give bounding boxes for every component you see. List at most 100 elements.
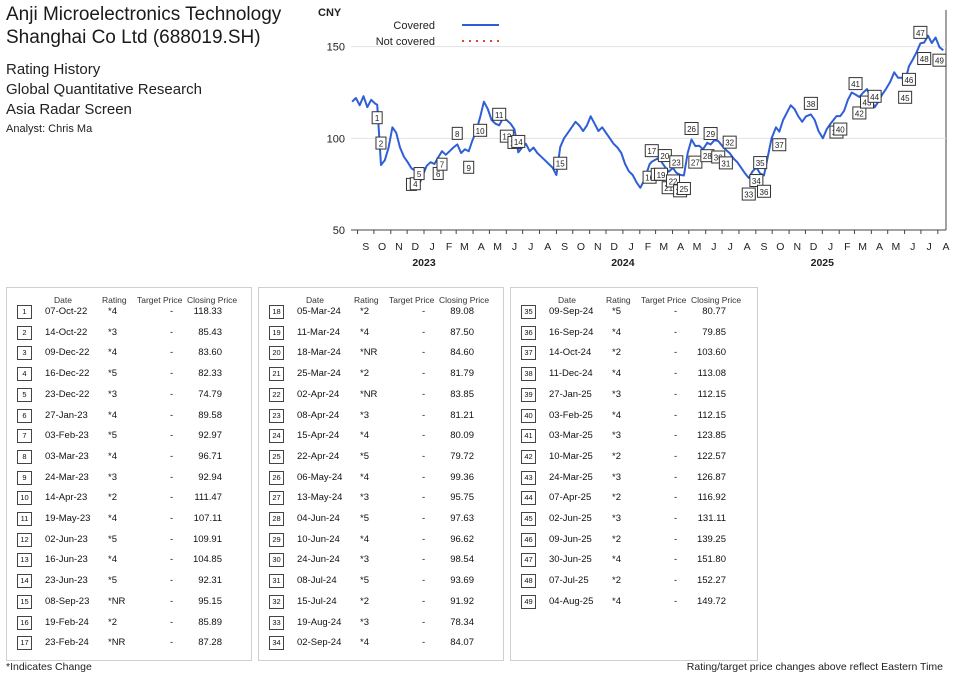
cell-rating: *2	[360, 306, 369, 317]
rating-marker-label: 47	[916, 29, 925, 38]
row-number-badge: 18	[269, 305, 284, 319]
cell-date: 10-Jun-24	[297, 533, 340, 545]
table-row: 31 08-Jul-24 *5 - 93.69	[259, 570, 503, 590]
cell-rating: *NR	[360, 347, 378, 359]
rating-marker-label: 21	[664, 184, 673, 193]
cell-target: -	[170, 368, 174, 380]
rating-marker-label: 6	[436, 170, 441, 179]
cell-rating: *5	[360, 513, 369, 524]
cell-rating: *4	[108, 306, 117, 317]
cell-close: 111.47	[194, 492, 222, 504]
month-label: S	[561, 241, 568, 253]
month-label: F	[645, 241, 651, 253]
table-row: 30 24-Jun-24 *3 - 98.54	[259, 549, 503, 569]
rating-marker-label: 15	[556, 160, 565, 169]
cell-date: 13-May-24	[297, 492, 343, 504]
table-row: 25 22-Apr-24 *5 - 79.72	[259, 446, 503, 466]
cell-close: 151.80	[696, 554, 726, 566]
cell-rating: *4	[108, 450, 117, 462]
table-row: 13 16-Jun-23 *4 - 104.85	[7, 549, 251, 569]
month-label: J	[512, 241, 517, 253]
month-label: M	[493, 241, 502, 253]
rating-marker-label: 8	[455, 130, 460, 139]
cell-date: 25-Mar-24	[297, 368, 341, 380]
cell-date: 08-Apr-24	[297, 409, 340, 421]
cell-rating: *4	[612, 368, 621, 380]
cell-date: 22-Apr-24	[297, 450, 340, 462]
table-header-target: Target Price	[389, 295, 435, 305]
table-row: 14 23-Jun-23 *5 - 92.31	[7, 570, 251, 590]
month-label: J	[711, 241, 716, 253]
cell-close: 152.27	[696, 575, 726, 587]
table-row: 46 09-Jun-25 *2 - 139.25	[511, 529, 757, 549]
cell-rating: *4	[108, 554, 117, 566]
table-row: 12 02-Jun-23 *5 - 109.91	[7, 529, 251, 549]
month-label: A	[544, 241, 551, 253]
table-row: 17 23-Feb-24 *NR - 87.28	[7, 632, 251, 652]
month-label: J	[728, 241, 733, 253]
table-row: 11 19-May-23 *4 - 107.11	[7, 508, 251, 528]
rating-marker-label: 36	[760, 188, 769, 197]
row-number-badge: 20	[269, 346, 284, 361]
cell-rating: *NR	[108, 595, 126, 607]
cell-date: 19-Feb-24	[45, 616, 89, 628]
screen-name-label: Asia Radar Screen	[6, 101, 132, 118]
row-number-badge: 14	[17, 574, 32, 589]
cell-date: 23-Feb-24	[45, 637, 89, 649]
cell-close: 84.07	[450, 637, 474, 649]
table-row: 44 07-Apr-25 *2 - 116.92	[511, 487, 757, 507]
cell-rating: *2	[360, 595, 369, 607]
cell-close: 96.62	[450, 533, 474, 545]
table-header-target: Target Price	[641, 295, 687, 305]
row-number-badge: 45	[521, 512, 536, 526]
row-number-badge: 16	[17, 615, 32, 630]
legend-covered-label: Covered	[393, 20, 435, 32]
research-group-label: Global Quantitative Research	[6, 81, 202, 98]
table-row: 4 16-Dec-22 *5 - 82.33	[7, 363, 251, 383]
cell-target: -	[170, 450, 174, 462]
cell-target: -	[422, 554, 426, 566]
cell-close: 92.97	[198, 430, 222, 442]
table-row: 26 06-May-24 *4 - 99.36	[259, 467, 503, 487]
row-number-badge: 11	[17, 512, 32, 526]
y-axis-label: CNY	[318, 7, 342, 19]
table-row: 19 11-Mar-24 *4 - 87.50	[259, 322, 503, 342]
table-row: 28 04-Jun-24 *5 - 97.63	[259, 508, 503, 528]
row-number-badge: 17	[17, 636, 32, 651]
rating-marker-label: 33	[744, 191, 753, 200]
rating-marker-label: 16	[645, 174, 654, 183]
rating-marker-label: 45	[901, 94, 910, 103]
rating-marker-label: 41	[851, 80, 860, 89]
cell-rating: *5	[360, 450, 369, 462]
row-number-badge: 44	[521, 491, 536, 506]
month-label: J	[910, 241, 915, 253]
cell-close: 131.11	[697, 513, 726, 524]
ratings-table-2: Date Rating Target Price Closing Price 18 05-…	[258, 287, 504, 661]
cell-close: 112.15	[697, 388, 726, 400]
month-label: A	[744, 241, 751, 253]
cell-close: 107.11	[193, 513, 222, 524]
cell-target: -	[674, 513, 678, 524]
cell-rating: *4	[360, 637, 369, 649]
cell-target: -	[674, 347, 678, 359]
cell-date: 19-May-23	[45, 513, 91, 524]
rating-marker-label: 1	[375, 114, 380, 123]
row-number-badge: 32	[269, 594, 284, 609]
cell-date: 07-Oct-22	[45, 306, 88, 317]
rating-marker-box	[451, 126, 463, 140]
cell-rating: *5	[360, 575, 369, 587]
rating-marker-label: 5	[417, 170, 422, 179]
cell-date: 23-Jun-23	[45, 575, 88, 587]
cell-date: 14-Oct-22	[45, 326, 88, 338]
cell-close: 85.43	[198, 326, 222, 338]
cell-date: 05-Mar-24	[297, 306, 341, 317]
cell-close: 104.85	[192, 554, 222, 566]
cell-target: -	[170, 533, 174, 545]
cell-target: -	[170, 637, 174, 649]
table-row: 42 10-Mar-25 *2 - 122.57	[511, 446, 757, 466]
rating-marker-label: 10	[476, 127, 485, 136]
rating-marker-label: 11	[495, 111, 504, 120]
ratings-table-3: Date Rating Target Price Closing Price 35 09-…	[510, 287, 758, 661]
row-number-badge: 33	[269, 615, 284, 630]
month-label: A	[876, 241, 883, 253]
